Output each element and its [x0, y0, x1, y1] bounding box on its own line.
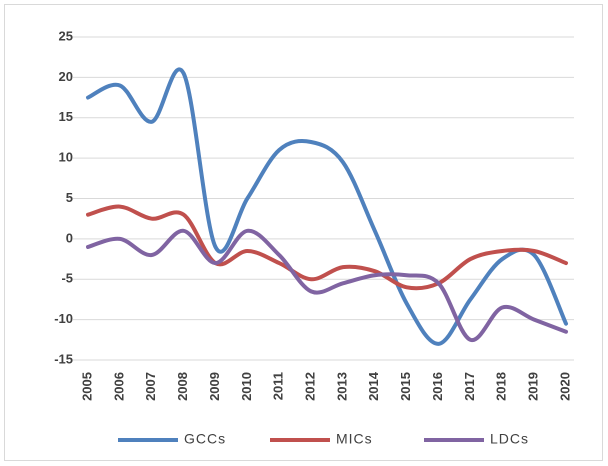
y-tick-label: 0	[66, 230, 73, 245]
x-tick-label: 2016	[430, 372, 445, 401]
x-tick-label: 2008	[175, 372, 190, 401]
x-tick-label: 2017	[462, 372, 477, 401]
y-tick-label: 20	[59, 69, 73, 84]
x-tick-label: 2014	[366, 371, 381, 401]
x-tick-label: 2020	[557, 372, 572, 401]
y-tick-label: -5	[61, 271, 73, 286]
x-tick-label: 2018	[494, 372, 509, 401]
x-tick-label: 2019	[526, 372, 541, 401]
x-tick-label: 2009	[207, 372, 222, 401]
y-tick-label: 10	[59, 150, 73, 165]
x-tick-label: 2012	[303, 372, 318, 401]
series-line	[86, 67, 568, 346]
x-tick-label: 2013	[334, 372, 349, 401]
y-tick-label: 5	[66, 190, 73, 205]
x-tick-label: 2007	[143, 372, 158, 401]
series-line	[86, 228, 568, 342]
x-tick-label: 2006	[111, 372, 126, 401]
y-tick-label: 25	[59, 28, 73, 43]
y-tick-label: -15	[54, 351, 73, 366]
y-tick-label: 15	[59, 109, 73, 124]
y-tick-label: -10	[54, 311, 73, 326]
x-tick-label: 2015	[398, 372, 413, 401]
x-tick-label: 2011	[271, 372, 286, 400]
legend-label: LDCs	[490, 431, 529, 447]
legend-label: MICs	[336, 431, 373, 447]
series-line	[86, 204, 568, 291]
x-tick-label: 2005	[79, 372, 94, 401]
chart-frame	[4, 4, 603, 461]
legend-label: GCCs	[184, 431, 226, 447]
x-tick-label: 2010	[239, 372, 254, 401]
